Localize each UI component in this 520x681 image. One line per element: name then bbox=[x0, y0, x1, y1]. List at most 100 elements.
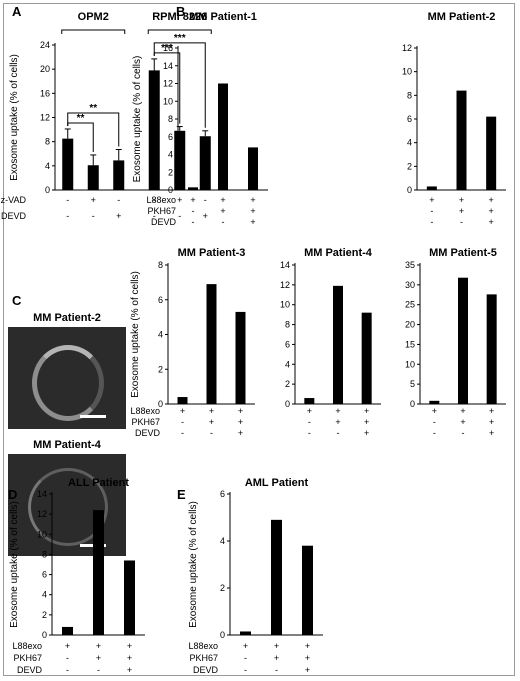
bar bbox=[93, 510, 104, 635]
group-label: RPMI 8226 bbox=[152, 11, 207, 23]
condition-sign: - bbox=[192, 206, 195, 216]
y-tick-label: 0 bbox=[220, 630, 225, 640]
bar bbox=[218, 83, 228, 190]
bar bbox=[199, 136, 211, 190]
condition-sign: - bbox=[192, 217, 195, 227]
condition-sign: + bbox=[238, 428, 243, 438]
condition-sign: + bbox=[335, 417, 340, 427]
bar bbox=[62, 138, 74, 190]
y-tick-label: 4 bbox=[407, 138, 412, 148]
condition-sign: + bbox=[305, 641, 310, 651]
condition-sign: - bbox=[244, 653, 247, 663]
condition-sign: + bbox=[307, 406, 312, 416]
condition-row-label: PKH67 bbox=[13, 653, 42, 663]
y-tick-label: 6 bbox=[220, 489, 225, 499]
y-tick-label: 15 bbox=[405, 339, 415, 349]
y-tick-label: 12 bbox=[402, 43, 412, 53]
significance-bracket bbox=[153, 42, 206, 128]
panel-label: D bbox=[8, 487, 17, 502]
bar bbox=[486, 116, 497, 190]
condition-sign: + bbox=[243, 641, 248, 651]
y-tick-label: 8 bbox=[168, 114, 173, 124]
y-tick-label: 14 bbox=[163, 61, 173, 71]
y-axis-label: Exosome uptake (% of cells) bbox=[9, 54, 20, 181]
chart-title: MM Patient-5 bbox=[429, 247, 497, 259]
condition-sign: - bbox=[433, 417, 436, 427]
y-tick-label: 24 bbox=[40, 40, 50, 50]
condition-sign: + bbox=[209, 417, 214, 427]
condition-sign: + bbox=[177, 195, 182, 205]
condition-sign: - bbox=[66, 653, 69, 663]
chart-title: ALL Patient bbox=[68, 477, 129, 489]
y-tick-label: 4 bbox=[220, 536, 225, 546]
panel-label: A bbox=[12, 4, 22, 19]
condition-sign: + bbox=[274, 653, 279, 663]
bar bbox=[302, 545, 313, 635]
bar bbox=[148, 70, 160, 190]
y-tick-label: 2 bbox=[168, 167, 173, 177]
condition-sign: - bbox=[210, 428, 213, 438]
condition-row-label: DEVD bbox=[151, 217, 177, 227]
condition-sign: - bbox=[66, 211, 69, 221]
significance-label: *** bbox=[174, 33, 186, 44]
condition-sign: + bbox=[459, 195, 464, 205]
y-tick-label: 10 bbox=[405, 359, 415, 369]
y-tick-label: 2 bbox=[220, 583, 225, 593]
significance-label: ** bbox=[77, 113, 85, 124]
condition-sign: + bbox=[489, 195, 494, 205]
condition-sign: - bbox=[308, 417, 311, 427]
condition-sign: - bbox=[433, 428, 436, 438]
bar bbox=[271, 519, 282, 635]
bar bbox=[458, 277, 468, 404]
condition-row-label: DEVD bbox=[17, 665, 43, 675]
y-tick-label: 12 bbox=[40, 113, 50, 123]
condition-sign: + bbox=[489, 428, 494, 438]
condition-row-label: DEVD bbox=[1, 211, 27, 221]
condition-row-label: DEVD bbox=[135, 428, 161, 438]
bar bbox=[248, 147, 258, 190]
y-tick-label: 4 bbox=[158, 330, 163, 340]
condition-sign: - bbox=[66, 195, 69, 205]
condition-sign: + bbox=[489, 206, 494, 216]
scale-bar bbox=[80, 415, 106, 418]
condition-sign: + bbox=[335, 406, 340, 416]
bar bbox=[361, 312, 372, 404]
y-tick-label: 4 bbox=[285, 359, 290, 369]
condition-sign: + bbox=[432, 406, 437, 416]
y-axis-label: Exosome uptake (% of cells) bbox=[132, 56, 143, 183]
condition-sign: + bbox=[250, 195, 255, 205]
condition-sign: - bbox=[153, 211, 156, 221]
condition-sign: + bbox=[250, 217, 255, 227]
y-tick-label: 0 bbox=[45, 185, 50, 195]
condition-sign: + bbox=[489, 417, 494, 427]
condition-sign: - bbox=[222, 217, 225, 227]
micrograph-title-2: MM Patient-4 bbox=[33, 439, 101, 451]
condition-sign: + bbox=[180, 406, 185, 416]
bar bbox=[188, 187, 198, 190]
y-tick-label: 16 bbox=[163, 43, 173, 53]
y-tick-label: 6 bbox=[42, 570, 47, 580]
condition-sign: - bbox=[66, 665, 69, 675]
y-tick-label: 8 bbox=[45, 137, 50, 147]
bar bbox=[486, 294, 497, 404]
y-tick-label: 10 bbox=[163, 96, 173, 106]
condition-sign: - bbox=[181, 417, 184, 427]
condition-sign: + bbox=[250, 206, 255, 216]
bar bbox=[113, 160, 125, 190]
y-tick-label: 2 bbox=[158, 364, 163, 374]
y-tick-label: 35 bbox=[405, 260, 415, 270]
condition-sign: + bbox=[220, 195, 225, 205]
chart-title: MM Patient-4 bbox=[304, 247, 373, 259]
y-tick-label: 30 bbox=[405, 280, 415, 290]
condition-row-label: DEVD bbox=[193, 665, 219, 675]
condition-sign: - bbox=[92, 211, 95, 221]
bar bbox=[304, 398, 315, 404]
chart-title: MM Patient-3 bbox=[178, 247, 246, 259]
condition-sign: + bbox=[305, 665, 310, 675]
y-axis-label: Exosome uptake (% of cells) bbox=[130, 271, 141, 398]
condition-sign: - bbox=[97, 665, 100, 675]
condition-sign: - bbox=[430, 206, 433, 216]
y-tick-label: 8 bbox=[407, 90, 412, 100]
y-tick-label: 0 bbox=[410, 399, 415, 409]
